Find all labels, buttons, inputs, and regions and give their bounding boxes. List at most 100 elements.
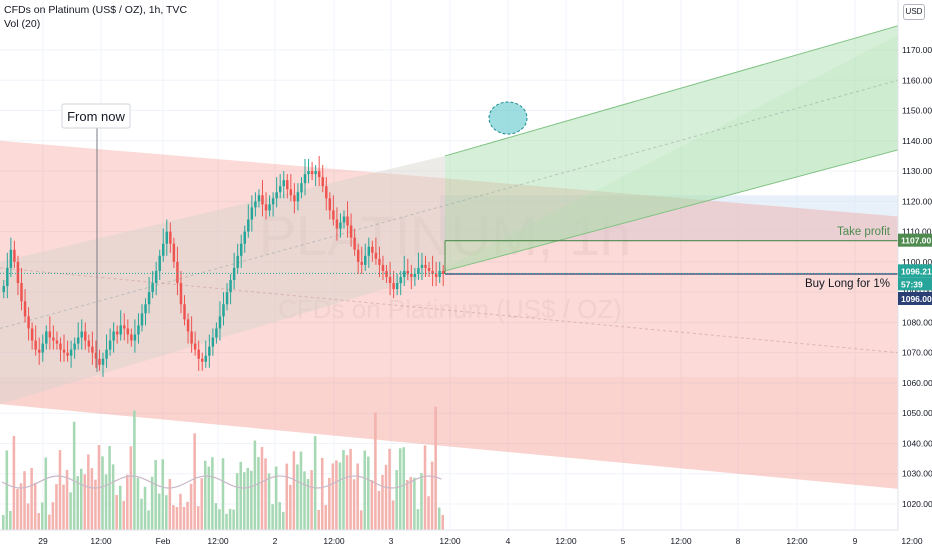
from-now-callout-box[interactable] [61,103,131,129]
countdown-tag: 57:39 [901,279,923,289]
chart-legend: CFDs on Platinum (US$ / OZ), 1h, TVC Vol… [4,3,187,31]
candle-body [300,183,303,193]
candle-body [165,231,169,244]
volume-bar [115,495,118,530]
volume-bar [51,502,55,530]
price-tags: 1107.00 1096.21 57:39 1096.00 [898,233,932,305]
time-tick-label: 9 [853,536,858,546]
candle-body [342,216,346,223]
volume-bar [48,514,51,530]
volume-bar [133,410,136,530]
candle-body [268,204,271,211]
volume-indicator-label[interactable]: Vol (20) [4,18,41,30]
candle-body [215,328,218,338]
time-tick-label: 4 [506,536,511,546]
candle-body [101,358,105,365]
volume-bar [416,509,420,530]
time-tick-label: 12:00 [90,536,112,546]
volume-bar [246,467,250,530]
volume-bar [44,457,48,530]
green-channel-bottom-edge[interactable] [444,149,898,272]
candle-body [257,195,261,202]
volume-bar [154,460,157,530]
green-channel-upper[interactable] [445,25,898,268]
candle-body [2,286,6,293]
buy-long-label[interactable]: Buy Long for 1% [805,278,890,290]
candle-body [395,283,399,290]
volume-bar [65,469,69,530]
from-now-label[interactable]: From now [67,109,125,124]
price-tick-label: 1110.00 [902,227,932,237]
volume-bar [62,484,65,530]
volume-bar [289,484,292,530]
time-tick-label: 3 [389,536,394,546]
green-channel-top-edge[interactable] [444,25,898,157]
time-tick-label: 12:00 [786,536,808,546]
volume-bar [90,468,94,530]
drawings[interactable]: From now Take profit Buy Long for 1% [0,103,898,372]
time-tick-label: 5 [621,536,626,546]
candle-body [399,277,402,284]
plot-area: PLATINUM, 1h CFDs on Platinum (US$ / OZ)… [0,0,898,530]
candle-body [236,255,239,268]
red-channel-lower[interactable] [0,376,898,489]
red-channel-midline[interactable] [0,267,898,354]
candle-body [388,277,392,284]
candle-body [176,261,179,284]
candle-body [307,171,310,175]
candle-body [62,349,66,353]
candle-body [87,340,91,347]
last-price-tag-bg [898,264,932,278]
symbol-title[interactable]: CFDs on Platinum (US$ / OZ), 1h, TVC [4,4,188,16]
currency-button[interactable]: USD [903,4,925,20]
candle-body [172,243,176,262]
candle-body [119,325,122,335]
time-tick-label: 12:00 [207,536,229,546]
volume-bar [274,466,278,530]
candle-body [289,189,293,196]
price-tick-label: 1060.00 [902,378,932,388]
volume-bar [204,460,207,530]
candle-body [91,346,94,353]
candle-body [98,358,101,365]
candle-body [200,358,204,362]
candle-body [353,237,356,250]
green-channel-projection[interactable] [445,34,898,271]
candle-body [264,204,268,211]
candle-body [69,349,73,356]
candle-body [434,273,438,277]
candle-body [243,231,247,244]
green-channel-midline[interactable] [0,79,898,329]
volume-bar [434,406,437,530]
candle-body [197,349,200,359]
candle-body [271,198,275,205]
candle-body [9,249,13,268]
volume-bar [165,495,168,530]
candle-body [208,346,211,356]
volume-bar [218,509,221,530]
price-tick-label: 1100.00 [902,257,932,267]
volume-bar [331,463,335,530]
candle-body [364,255,367,265]
volume-bar [441,514,444,530]
price-tick-label: 1070.00 [902,348,932,358]
volume-bar [69,492,72,530]
candle-body [424,264,427,268]
take-profit-label[interactable]: Take profit [837,226,891,238]
take-profit-price-tag: 1107.00 [901,236,932,246]
target-ellipse[interactable] [488,101,528,135]
time-axis[interactable]: 29 12:00 Feb 12:00 2 12:00 3 12:00 4 12:00 5 12:00 8… [0,529,932,550]
candle-body [374,252,378,259]
candle-body [108,340,112,350]
candle-body [441,270,445,274]
volume-bar [200,478,204,530]
candle-body [162,243,165,256]
time-tick-label: Feb [156,536,171,546]
candle-body [169,231,172,244]
volume-bar [374,412,377,530]
candle-body [76,337,80,344]
candle-body [378,258,381,265]
time-tick-label: 8 [736,536,741,546]
